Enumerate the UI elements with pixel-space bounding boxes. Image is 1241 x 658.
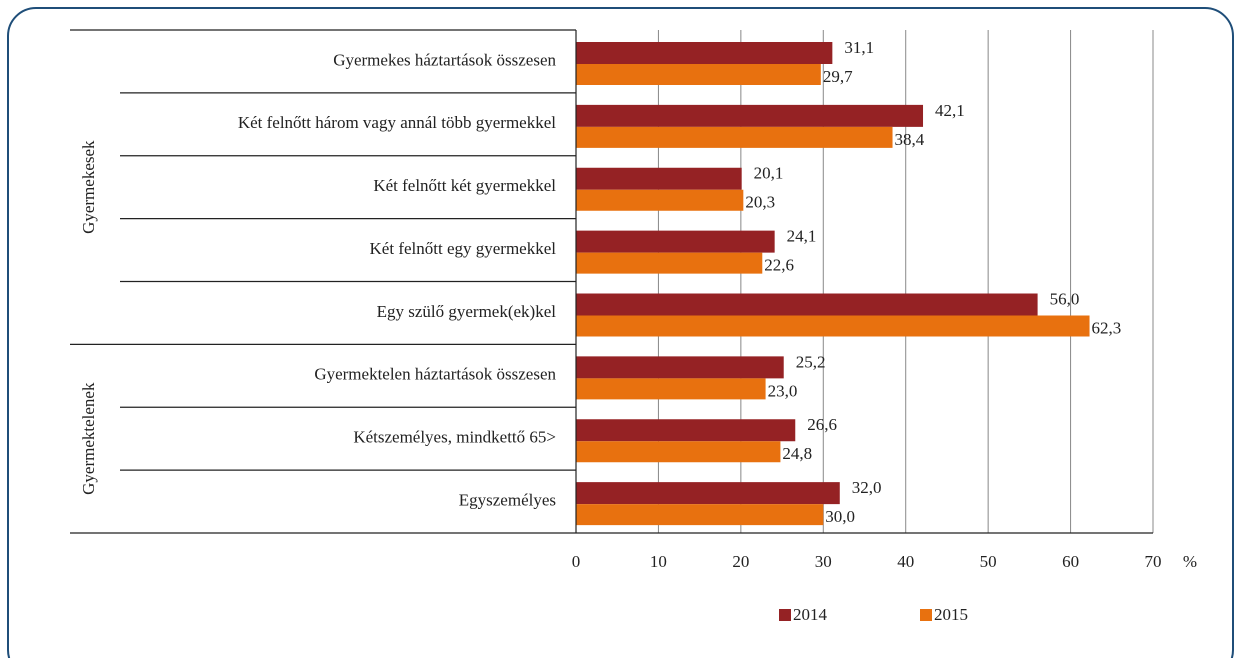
bar xyxy=(576,230,775,253)
bar xyxy=(576,104,924,127)
value-label: 20,3 xyxy=(745,193,775,212)
group-label: Gyermektelenek xyxy=(79,382,98,495)
value-label: 42,1 xyxy=(935,101,965,120)
bar xyxy=(576,167,742,190)
value-label: 56,0 xyxy=(1050,289,1080,308)
category-label: Egy szülő gyermek(ek)kel xyxy=(377,302,557,321)
category-label: Két felnőtt egy gyermekkel xyxy=(370,239,557,258)
legend-swatch xyxy=(920,609,932,621)
category-label: Egyszemélyes xyxy=(459,490,556,509)
bar xyxy=(576,64,821,85)
bar xyxy=(576,42,833,64)
x-tick-label: 40 xyxy=(897,552,914,571)
value-label: 26,6 xyxy=(807,415,837,434)
category-label: Gyermektelen háztartások összesen xyxy=(314,365,556,384)
x-tick-label: 70 xyxy=(1145,552,1162,571)
x-tick-label: 20 xyxy=(732,552,749,571)
value-label: 31,1 xyxy=(844,38,874,57)
bar xyxy=(576,126,893,148)
bar xyxy=(576,315,1090,337)
legend-label: 2014 xyxy=(793,605,828,624)
value-label: 32,0 xyxy=(852,478,882,497)
category-label: Gyermekes háztartások összesen xyxy=(333,50,556,69)
category-label: Két felnőtt három vagy annál több gyerme… xyxy=(238,113,556,132)
value-label: 62,3 xyxy=(1092,318,1122,337)
bar xyxy=(576,293,1038,316)
bar xyxy=(576,189,744,211)
category-label: Két felnőtt két gyermekkel xyxy=(373,176,556,195)
group-label: Gyermekesek xyxy=(79,140,98,234)
x-tick-label: 0 xyxy=(572,552,581,571)
value-label: 30,0 xyxy=(825,507,855,526)
category-label: Kétszemélyes, mindkettő 65> xyxy=(353,428,556,447)
frame xyxy=(7,7,1234,658)
value-label: 24,8 xyxy=(782,444,812,463)
bar xyxy=(576,356,784,379)
value-label: 20,1 xyxy=(754,164,784,183)
x-tick-label: 30 xyxy=(815,552,832,571)
x-tick-label: 60 xyxy=(1062,552,1079,571)
bar xyxy=(576,441,781,463)
bar xyxy=(576,378,766,400)
bar xyxy=(576,482,840,505)
value-label: 23,0 xyxy=(768,381,798,400)
bar xyxy=(576,252,763,274)
value-label: 38,4 xyxy=(895,130,925,149)
bar xyxy=(576,419,796,442)
x-tick-label: 10 xyxy=(650,552,667,571)
legend-swatch xyxy=(779,609,791,621)
bar xyxy=(576,504,824,526)
x-tick-label: 50 xyxy=(980,552,997,571)
value-label: 25,2 xyxy=(796,352,826,371)
value-label: 29,7 xyxy=(823,67,853,86)
legend-label: 2015 xyxy=(934,605,968,624)
value-label: 22,6 xyxy=(764,256,794,275)
x-unit: % xyxy=(1183,552,1197,571)
value-label: 24,1 xyxy=(787,227,817,246)
